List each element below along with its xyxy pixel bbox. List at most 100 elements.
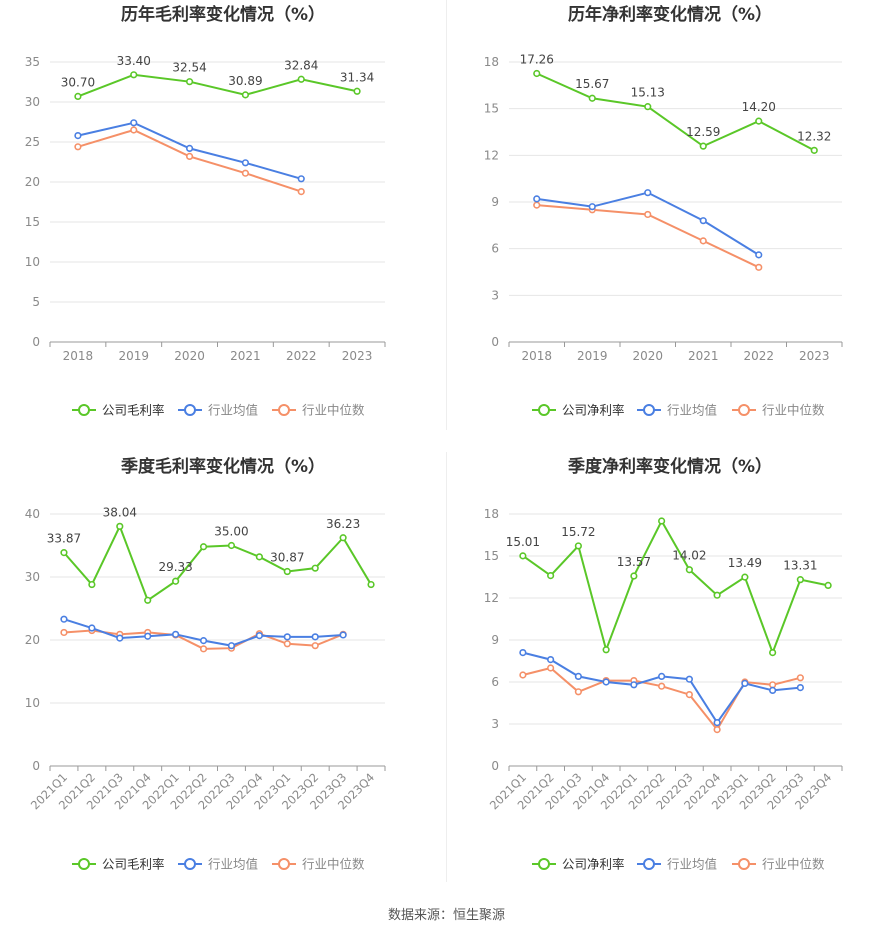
y-tick-label: 18: [484, 55, 499, 69]
data-point: [241, 169, 250, 177]
x-tick-label: 2022: [743, 349, 774, 363]
x-tick-label: 2021: [230, 349, 261, 363]
data-point: [755, 117, 763, 125]
data-point: [144, 632, 152, 640]
data-label: 30.70: [61, 75, 95, 89]
data-point: [824, 581, 832, 589]
chart-title: 季度净利率变化情况（%）: [568, 456, 772, 477]
annual-gross-margin-chart: 历年毛利率变化情况（%） 0 5 10 15 20 25 30 35 2018 2019 2020 20…: [25, 4, 386, 418]
data-point: [130, 119, 138, 127]
data-point: [810, 146, 818, 154]
panel-divider-bottom: [446, 452, 447, 882]
data-label: 29.33: [158, 560, 192, 574]
data-point: [588, 203, 596, 211]
data-point: [227, 541, 236, 550]
series-line-0: [536, 72, 815, 152]
y-tick-label: 12: [484, 148, 499, 162]
data-label: 13.57: [617, 555, 651, 569]
data-point: [297, 188, 305, 196]
data-point: [644, 189, 652, 197]
data-point: [199, 645, 208, 653]
data-point: [367, 580, 375, 589]
y-tick-label: 10: [25, 696, 40, 710]
annual-net-margin-chart: 历年净利率变化情况（%） 0 3 6 9 12 15 18 2018 2019 2020 2021 20…: [484, 4, 843, 418]
data-point: [199, 637, 208, 645]
legend-marker: [643, 858, 655, 870]
data-label: 33.40: [117, 54, 151, 68]
data-label: 31.34: [340, 70, 374, 84]
legend-item: 行业均值: [637, 403, 717, 418]
data-label: 14.20: [742, 100, 776, 114]
x-tick-label: 2021: [688, 349, 719, 363]
y-tick-label: 12: [484, 591, 499, 605]
x-tick-label: 2023: [342, 349, 373, 363]
data-point: [713, 726, 721, 734]
data-point: [60, 615, 68, 623]
data-label: 35.00: [214, 525, 248, 539]
chart-title: 季度毛利率变化情况（%）: [121, 456, 325, 477]
data-point: [588, 94, 596, 102]
data-point: [769, 686, 777, 694]
data-label: 33.87: [47, 532, 81, 546]
data-point: [685, 675, 693, 683]
legend-label: 公司净利率: [562, 857, 625, 872]
legend-item: 行业均值: [637, 857, 717, 872]
data-point: [255, 553, 263, 561]
legend-item: 行业均值: [178, 857, 258, 872]
data-point: [172, 577, 180, 585]
y-tick-label: 0: [32, 335, 40, 349]
data-point: [116, 634, 124, 642]
data-label: 32.84: [284, 58, 318, 72]
legend-label: 公司净利率: [562, 403, 625, 418]
legend-item: 行业中位数: [272, 857, 365, 872]
legend-label: 行业均值: [667, 857, 717, 872]
legend-marker: [278, 858, 290, 870]
data-point: [255, 631, 263, 640]
data-point: [88, 624, 96, 632]
data-point: [533, 195, 541, 203]
legend-label: 公司毛利率: [102, 403, 165, 418]
data-point: [755, 251, 763, 259]
data-label: 30.89: [228, 74, 262, 88]
data-point: [283, 633, 291, 641]
legend-label: 行业均值: [667, 403, 717, 418]
data-point: [185, 144, 194, 152]
data-point: [658, 517, 666, 525]
legend-label: 行业中位数: [762, 857, 825, 872]
data-point: [769, 681, 777, 689]
data-point: [658, 682, 666, 690]
data-point: [311, 633, 319, 641]
legend-label: 行业中位数: [762, 403, 825, 418]
data-label: 36.23: [326, 517, 360, 531]
data-point: [297, 75, 305, 83]
data-label: 15.01: [506, 535, 540, 549]
quarterly-gross-margin-chart: 季度毛利率变化情况（%）0102030402021Q12021Q22021Q32…: [25, 456, 386, 872]
data-point: [241, 159, 250, 167]
data-point: [713, 591, 721, 599]
data-point: [297, 175, 305, 183]
data-point: [602, 678, 610, 686]
legend-item: 行业中位数: [732, 857, 825, 872]
data-label: 15.72: [561, 525, 595, 539]
x-tick-label: 2020: [632, 349, 663, 363]
data-point: [713, 719, 721, 727]
data-point: [699, 217, 707, 225]
series-line-0: [77, 73, 358, 98]
legend-marker: [78, 858, 90, 870]
data-point: [60, 549, 68, 557]
data-label: 15.13: [631, 86, 665, 100]
data-point: [339, 534, 347, 542]
data-label: 12.32: [797, 129, 831, 143]
y-tick-label: 15: [484, 102, 499, 116]
data-label: 38.04: [103, 505, 137, 519]
data-point: [547, 656, 555, 664]
series-line-0: [63, 523, 372, 602]
data-point: [353, 87, 361, 95]
data-point: [741, 679, 749, 687]
data-point: [574, 688, 582, 696]
data-point: [88, 580, 96, 589]
data-point: [339, 631, 347, 639]
data-label: 30.87: [270, 551, 304, 565]
legend-item: 行业中位数: [732, 403, 825, 418]
data-label: 15.67: [575, 77, 609, 91]
